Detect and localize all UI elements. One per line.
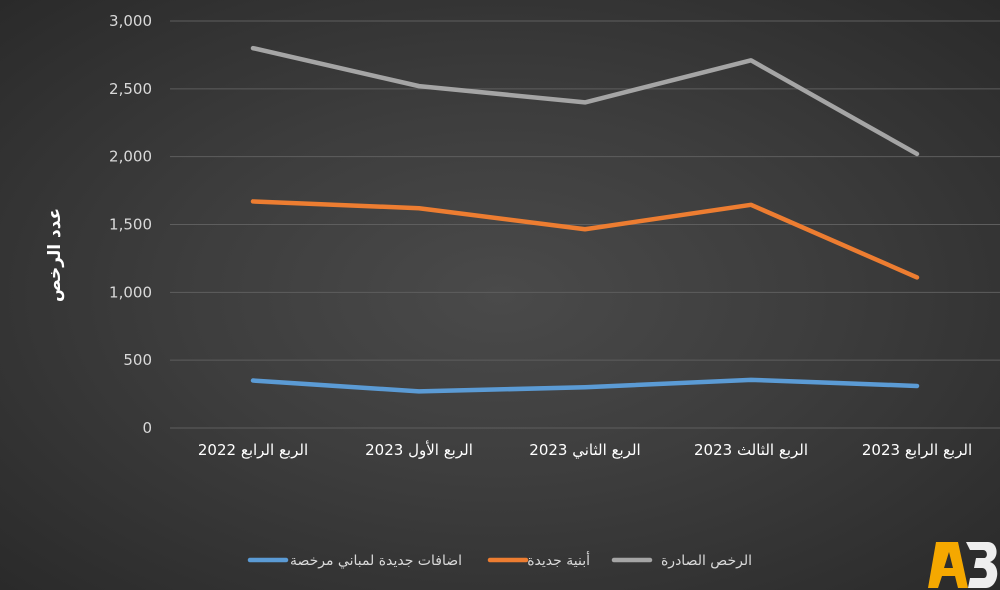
legend: الرخص الصادرة أبنية جديدة اضافات جديدة لمب… [247, 551, 752, 569]
legend-label: الرخص الصادرة [661, 553, 752, 569]
x-tick-label: الربع الثالث 2023 [694, 441, 808, 459]
x-tick-label: الربع الأول 2023 [365, 440, 473, 459]
series-line [250, 377, 920, 394]
y-tick-label: 1,500 [109, 216, 152, 234]
y-tick-label: 2,000 [109, 148, 152, 166]
x-tick-label: الربع الرابع 2023 [862, 441, 972, 459]
y-axis-ticks: 0 500 1,000 1,500 2,000 2,500 3,000 [109, 12, 152, 437]
gridlines [170, 20, 1000, 429]
series-line [250, 199, 920, 280]
series-line [250, 45, 920, 157]
y-axis-label: عدد الرخص [45, 208, 65, 302]
series-lines [250, 45, 920, 394]
x-tick-label: الربع الثاني 2023 [529, 441, 640, 460]
y-tick-label: 0 [142, 419, 152, 437]
y-tick-label: 2,500 [109, 80, 152, 98]
legend-label: اضافات جديدة لمباني مرخصة [290, 553, 462, 569]
x-tick-label: الربع الرابع 2022 [198, 441, 308, 459]
legend-label: أبنية جديدة [527, 551, 590, 569]
y-tick-label: 500 [123, 351, 152, 369]
y-tick-label: 1,000 [109, 283, 152, 301]
x-axis-ticks: الربع الرابع 2022 الربع الأول 2023 الربع ا… [198, 440, 972, 460]
ab-logo [928, 542, 998, 588]
y-tick-label: 3,000 [109, 12, 152, 30]
